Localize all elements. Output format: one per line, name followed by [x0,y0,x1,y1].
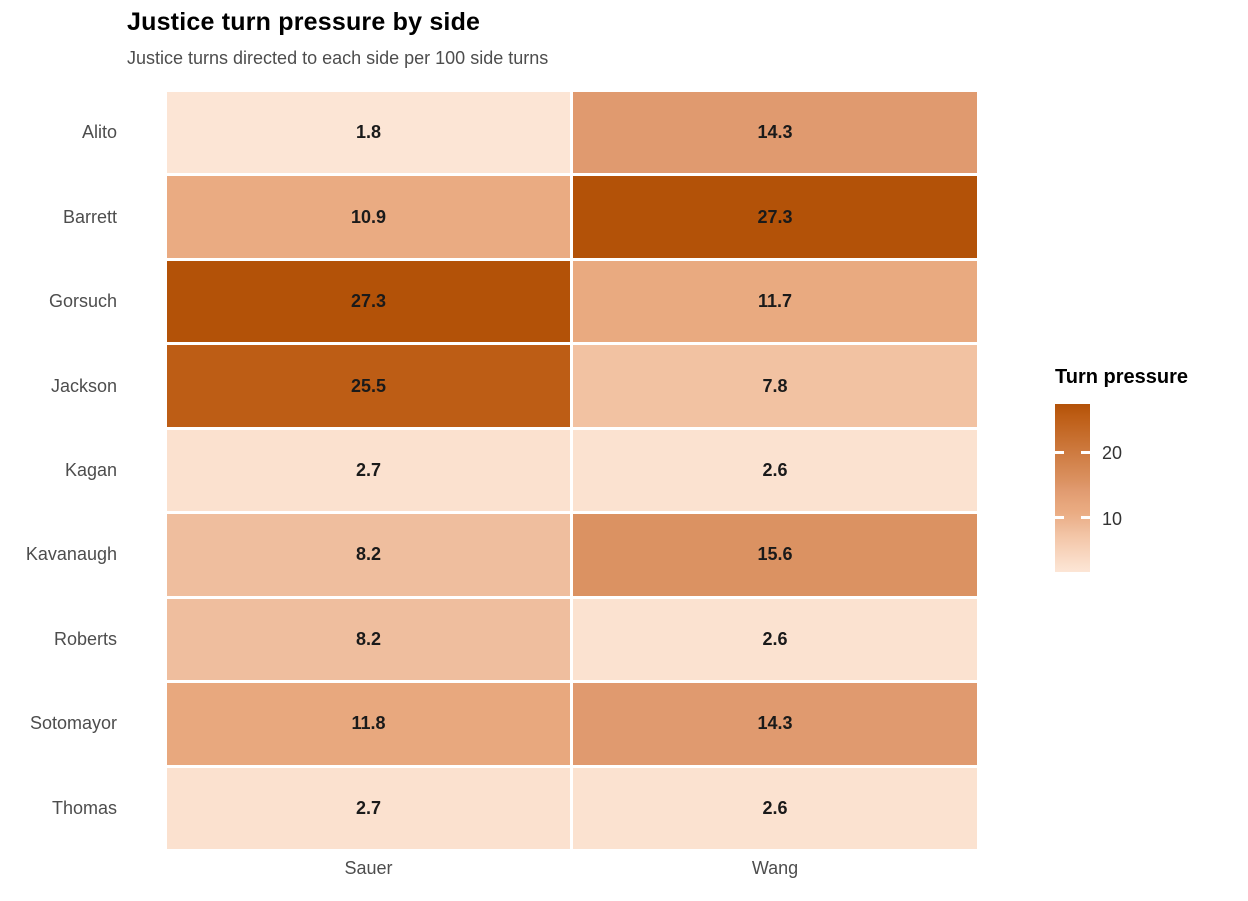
cell-value-label: 2.7 [355,797,382,818]
heatmap-cell: 2.6 [573,767,977,849]
heatmap-cell: 2.6 [573,429,977,512]
y-axis-label: Thomas [51,797,117,818]
y-axis-label: Alito [81,122,117,143]
legend-tick-label: 10 [1102,508,1123,529]
cell-value-label: 1.8 [355,122,382,143]
heatmap-cell: 11.8 [167,683,570,765]
y-axis-label: Roberts [53,628,117,649]
cell-value-label: 11.8 [351,713,386,734]
cell-value-label: 11.7 [757,291,793,312]
heatmap-cell: 8.2 [167,514,570,596]
heatmap-cell: 1.8 [167,92,570,174]
heatmap-grid: 1.8 14.3 10.9 27.3 27.3 11.7 25.5 7.8 2.7 2.6 8.2 1… [167,92,977,849]
heatmap-cell: 25.5 [167,345,570,427]
cell-value-label: 14.3 [757,122,793,143]
legend-gradient-bar [1055,404,1090,572]
legend-title: Turn pressure [1055,366,1188,388]
heatmap-cell: 2.6 [573,598,977,681]
heatmap-cell: 14.3 [573,92,977,174]
heatmap-cell: 7.8 [573,345,977,427]
heatmap-cell: 2.7 [167,767,570,849]
legend-tick-label: 20 [1102,443,1123,464]
y-axis-label: Kagan [64,459,117,480]
heatmap-cell: 8.2 [167,598,570,681]
cell-value-label: 10.9 [350,206,387,227]
cell-value-label: 25.5 [350,375,387,396]
chart-subtitle: Justice turns directed to each side per … [127,48,549,68]
cell-value-label: 7.8 [762,375,788,396]
y-axis-label: Barrett [62,206,117,227]
legend-tick-mark [1055,450,1064,454]
y-axis-label: Kavanaugh [25,544,117,565]
legend-tick-mark [1055,516,1064,520]
cell-value-label: 8.2 [355,628,382,649]
x-axis-labels: Sauer Wang [167,858,977,879]
legend: Turn pressure 20 10 [1055,366,1245,596]
legend-tick-mark [1081,450,1090,454]
heatmap-cell: 15.6 [573,514,977,596]
x-axis-label: Sauer [344,858,393,878]
cell-value-label: 2.6 [762,459,788,480]
cell-value-label: 14.3 [757,713,793,734]
heatmap-cell: 14.3 [573,683,977,765]
y-axis-label: Sotomayor [29,713,117,734]
y-axis-label: Jackson [50,375,117,396]
chart-title: Justice turn pressure by side [127,8,481,36]
cell-value-label: 2.7 [355,459,382,480]
heatmap-cell: 27.3 [167,260,570,343]
x-axis-label: Wang [751,858,799,878]
cell-value-label: 8.2 [355,544,382,565]
heatmap-cell: 2.7 [167,429,570,512]
cell-value-label: 2.6 [762,797,788,818]
legend-tick-mark [1081,516,1090,520]
cell-value-label: 27.3 [757,206,793,227]
cell-value-label: 27.3 [350,291,387,312]
cell-value-label: 15.6 [757,544,793,565]
heatmap-cell: 10.9 [167,176,570,258]
heatmap-cell: 27.3 [573,176,977,258]
y-axis-labels: Alito Barrett Gorsuch Jackson Kagan Kavanaugh… [0,92,135,849]
heatmap-cell: 11.7 [573,260,977,343]
cell-value-label: 2.6 [762,628,788,649]
y-axis-label: Gorsuch [48,291,117,312]
